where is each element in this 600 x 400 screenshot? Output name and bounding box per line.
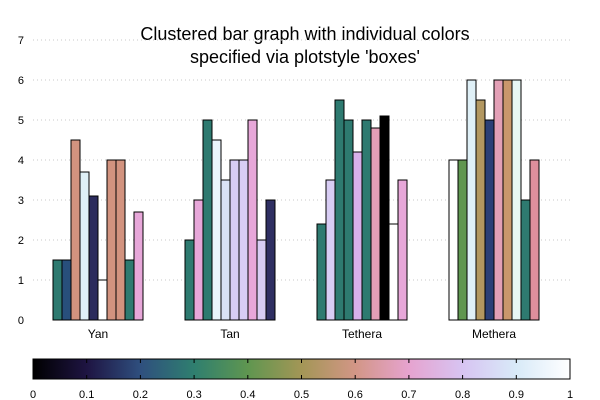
y-tick-label: 2 — [18, 235, 24, 247]
bar — [202, 119, 213, 321]
bar — [52, 259, 63, 321]
bar — [448, 159, 459, 321]
bars — [52, 79, 540, 321]
bar — [133, 211, 144, 321]
colorbar-tick-label: 0.9 — [509, 389, 524, 400]
bar — [79, 171, 90, 321]
bar — [316, 223, 327, 321]
y-tick-label: 6 — [18, 75, 24, 87]
category-labels: Yan Tan Tethera Methera — [88, 327, 517, 341]
colorbar-tick-label: 0.3 — [186, 389, 201, 400]
colorbar-tick-label: 0.5 — [294, 389, 309, 400]
bar — [361, 119, 372, 321]
bar — [124, 259, 135, 321]
bar — [466, 79, 477, 321]
bar — [520, 199, 531, 321]
colorbar-tick-label: 0 — [30, 389, 36, 400]
y-tick-label: 1 — [18, 275, 24, 287]
colorbar-tick-label: 0.1 — [79, 389, 94, 400]
bar — [511, 79, 522, 321]
bar — [502, 79, 513, 321]
bar — [220, 179, 231, 321]
category-label: Methera — [472, 327, 516, 341]
colorbar-tick-label: 0.8 — [455, 389, 470, 400]
colorbar-tick-label: 0.2 — [133, 389, 148, 400]
bar — [379, 115, 390, 321]
bar — [184, 239, 195, 321]
chart-title-line-2: specified via plotstyle 'boxes' — [190, 47, 420, 67]
bar — [247, 119, 258, 321]
bar — [484, 119, 495, 321]
bar — [265, 199, 276, 321]
bar — [61, 259, 72, 321]
bar — [352, 151, 363, 321]
bar — [70, 139, 81, 321]
y-tick-label: 0 — [18, 315, 24, 327]
bar — [457, 159, 468, 321]
colorbar-tick-label: 0.6 — [348, 389, 363, 400]
bar — [397, 179, 408, 321]
bar — [256, 239, 267, 321]
colorbar-tick-label: 0.7 — [401, 389, 416, 400]
y-tick-label: 3 — [18, 195, 24, 207]
bar — [343, 119, 354, 321]
bar — [88, 195, 99, 321]
bar — [334, 99, 345, 321]
bar — [475, 99, 486, 321]
bar — [325, 179, 336, 321]
bar — [529, 159, 540, 321]
chart-title-line-1: Clustered bar graph with individual colo… — [140, 24, 469, 44]
bar — [115, 159, 126, 321]
colorbar-tick-label: 0.4 — [240, 389, 255, 400]
category-label: Tan — [220, 327, 239, 341]
bar — [388, 223, 399, 321]
category-label: Yan — [88, 327, 108, 341]
y-tick-label: 7 — [18, 35, 24, 47]
category-label: Tethera — [342, 327, 382, 341]
bar — [493, 79, 504, 321]
bar — [106, 159, 117, 321]
bar — [229, 159, 240, 321]
y-tick-label: 4 — [18, 155, 24, 167]
y-axis-ticks: 0 1 2 3 4 5 6 7 — [18, 35, 24, 327]
y-tick-label: 5 — [18, 115, 24, 127]
bar — [193, 199, 204, 321]
bar — [238, 159, 249, 321]
colorbar-tick-label: 1 — [567, 389, 573, 400]
bar — [97, 279, 108, 321]
bar — [211, 139, 222, 321]
bar — [370, 127, 381, 321]
colorbar: 0 0.1 0.2 0.3 0.4 0.5 0.6 0.7 0.8 0.9 1 — [30, 358, 573, 400]
